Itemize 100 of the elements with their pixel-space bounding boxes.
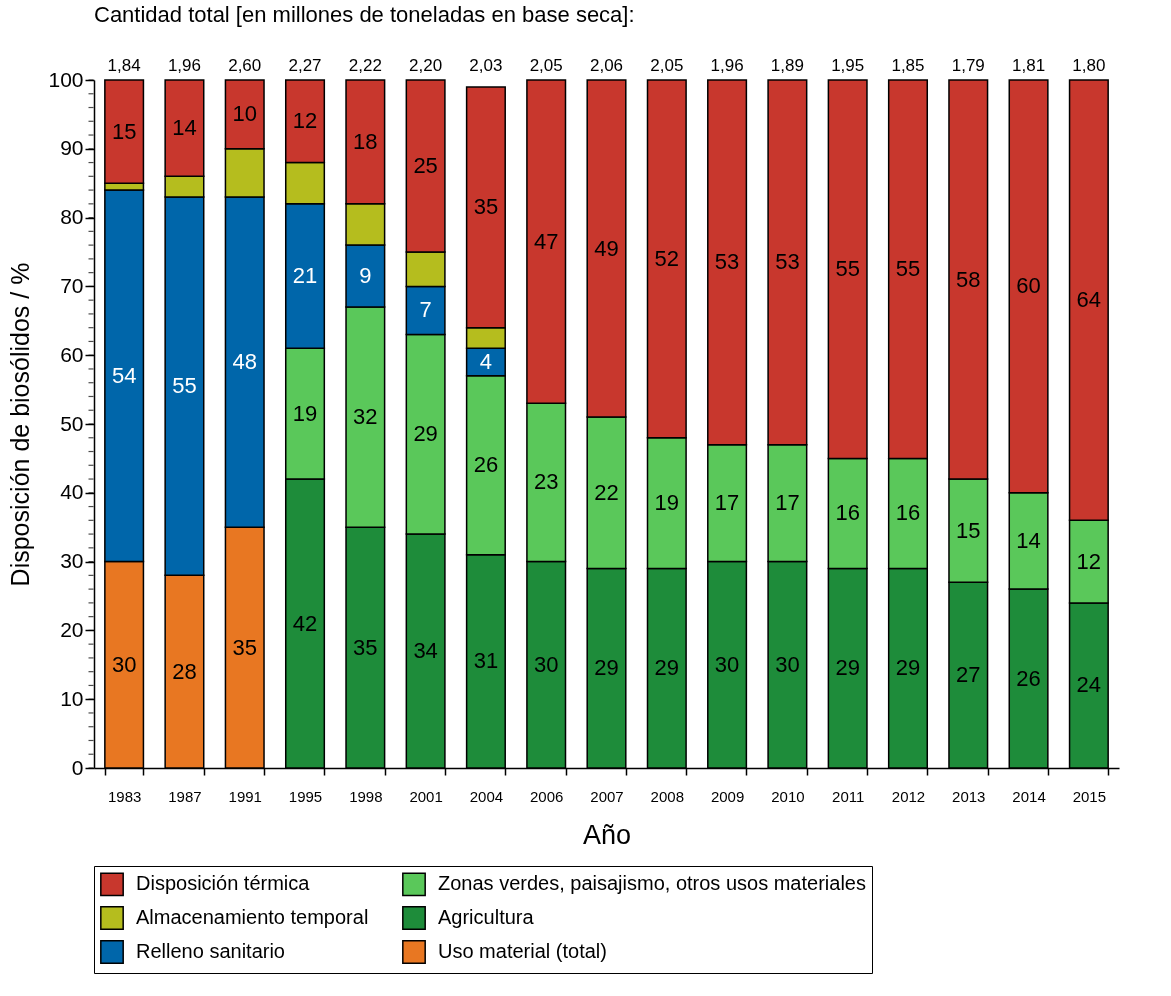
data-label: 55 bbox=[172, 373, 197, 399]
x-tick-label: 2013 bbox=[952, 787, 986, 805]
data-label: 49 bbox=[594, 235, 619, 261]
data-label: 29 bbox=[413, 421, 438, 447]
text: 1,80 bbox=[1072, 56, 1106, 75]
text: 2,27 bbox=[288, 56, 322, 75]
data-label: 35 bbox=[232, 634, 257, 660]
text: 2,22 bbox=[348, 56, 382, 75]
text: 1,84 bbox=[107, 56, 141, 75]
data-label: 31 bbox=[473, 648, 499, 674]
y-tick-label: 70 bbox=[60, 273, 84, 297]
data-label: 29 bbox=[895, 655, 921, 681]
text: 2,60 bbox=[228, 56, 262, 75]
x-tick-label: 2001 bbox=[409, 787, 443, 805]
data-label: 12 bbox=[1076, 548, 1102, 574]
data-label: 55 bbox=[895, 256, 921, 282]
data-label: 16 bbox=[895, 500, 921, 526]
data-label: 30 bbox=[775, 651, 800, 677]
x-tick-label: 1995 bbox=[288, 787, 323, 805]
data-label: 55 bbox=[835, 256, 860, 282]
x-tick-label: 2011 bbox=[832, 787, 865, 805]
x-tick-label: 1987 bbox=[168, 787, 202, 805]
text: 1,96 bbox=[167, 56, 201, 75]
x-tick-label: 2006 bbox=[530, 787, 564, 805]
legend-label: Disposición térmica bbox=[136, 872, 311, 895]
data-label: 10 bbox=[232, 101, 257, 127]
data-label: 30 bbox=[533, 651, 559, 677]
text: 2,05 bbox=[650, 56, 684, 75]
legend-label: Relleno sanitario bbox=[136, 940, 285, 962]
text: 1,89 bbox=[770, 56, 804, 75]
data-label: 32 bbox=[353, 404, 378, 430]
y-tick-label: 30 bbox=[60, 549, 84, 573]
data-label: 35 bbox=[473, 194, 499, 220]
legend-label: Zonas verdes, paisajismo, otros usos materiales bbox=[438, 872, 866, 895]
y-tick-label: 0 bbox=[71, 755, 84, 779]
data-label: 29 bbox=[835, 655, 860, 681]
data-label: 9 bbox=[359, 263, 372, 289]
chart-title: Cantidad total [en millones de toneladas en base seca]: bbox=[94, 2, 635, 27]
x-tick-label: 2015 bbox=[1072, 787, 1107, 805]
data-label: 47 bbox=[533, 228, 559, 254]
data-label: 23 bbox=[533, 469, 559, 495]
data-label: 14 bbox=[172, 115, 197, 141]
y-tick-label: 50 bbox=[60, 411, 84, 435]
x-axis-title: Año bbox=[582, 819, 632, 850]
data-label: 15 bbox=[111, 118, 137, 144]
data-label: 48 bbox=[232, 349, 257, 375]
text: 1,81 bbox=[1012, 56, 1046, 75]
data-label: 29 bbox=[654, 655, 680, 681]
text: 2,03 bbox=[469, 56, 503, 75]
data-label: 17 bbox=[775, 490, 800, 516]
data-label: 35 bbox=[353, 634, 378, 660]
data-label: 15 bbox=[956, 517, 981, 543]
legend-label: Uso material (total) bbox=[438, 940, 607, 962]
x-tick-label: 2004 bbox=[469, 787, 504, 805]
x-tick-label: 2012 bbox=[891, 787, 926, 805]
x-tick-label: 1983 bbox=[107, 787, 142, 805]
x-tick-label: 1991 bbox=[228, 787, 262, 805]
x-tick-label: 2007 bbox=[590, 787, 624, 805]
text: 2,06 bbox=[589, 56, 624, 75]
text: 1,96 bbox=[710, 56, 744, 75]
data-label: 26 bbox=[1016, 665, 1041, 691]
text: 1,95 bbox=[831, 56, 865, 75]
text: 1,79 bbox=[951, 56, 985, 75]
data-label: 22 bbox=[594, 479, 619, 505]
data-label: 16 bbox=[835, 500, 860, 526]
data-label: 53 bbox=[714, 249, 740, 275]
y-tick-label: 80 bbox=[60, 205, 84, 229]
data-label: 19 bbox=[654, 490, 680, 516]
data-label: 18 bbox=[353, 128, 378, 154]
data-label: 19 bbox=[292, 400, 318, 426]
data-label: 53 bbox=[775, 249, 800, 275]
data-label: 52 bbox=[654, 245, 680, 271]
text: 1,85 bbox=[891, 56, 925, 75]
data-label: 7 bbox=[419, 297, 432, 323]
y-tick-label: 20 bbox=[60, 617, 84, 641]
data-label: 17 bbox=[714, 490, 740, 516]
text: 2,20 bbox=[409, 56, 443, 75]
data-label: 30 bbox=[111, 651, 137, 677]
x-tick-label: 2008 bbox=[650, 787, 684, 805]
data-label: 34 bbox=[413, 638, 438, 664]
y-axis-title: Disposición de biosólidos / % bbox=[6, 262, 35, 587]
data-label: 12 bbox=[292, 108, 318, 134]
legend-label: Agricultura bbox=[438, 906, 535, 928]
data-label: 60 bbox=[1016, 273, 1041, 299]
data-label: 29 bbox=[594, 655, 619, 681]
x-tick-label: 2014 bbox=[1012, 787, 1046, 805]
data-label: 30 bbox=[714, 651, 740, 677]
data-label: 25 bbox=[413, 153, 438, 178]
text: 2,05 bbox=[529, 56, 563, 75]
data-label: 27 bbox=[956, 662, 981, 688]
y-tick-label: 100 bbox=[48, 67, 84, 91]
data-label: 64 bbox=[1076, 287, 1102, 313]
data-label: 14 bbox=[1016, 527, 1041, 553]
y-tick-label: 40 bbox=[60, 480, 84, 504]
data-label: 4 bbox=[479, 349, 493, 375]
y-tick-label: 90 bbox=[60, 136, 84, 160]
data-label: 28 bbox=[172, 658, 197, 684]
data-label: 42 bbox=[292, 610, 318, 636]
data-label: 24 bbox=[1076, 672, 1102, 698]
y-tick-label: 10 bbox=[60, 686, 84, 710]
